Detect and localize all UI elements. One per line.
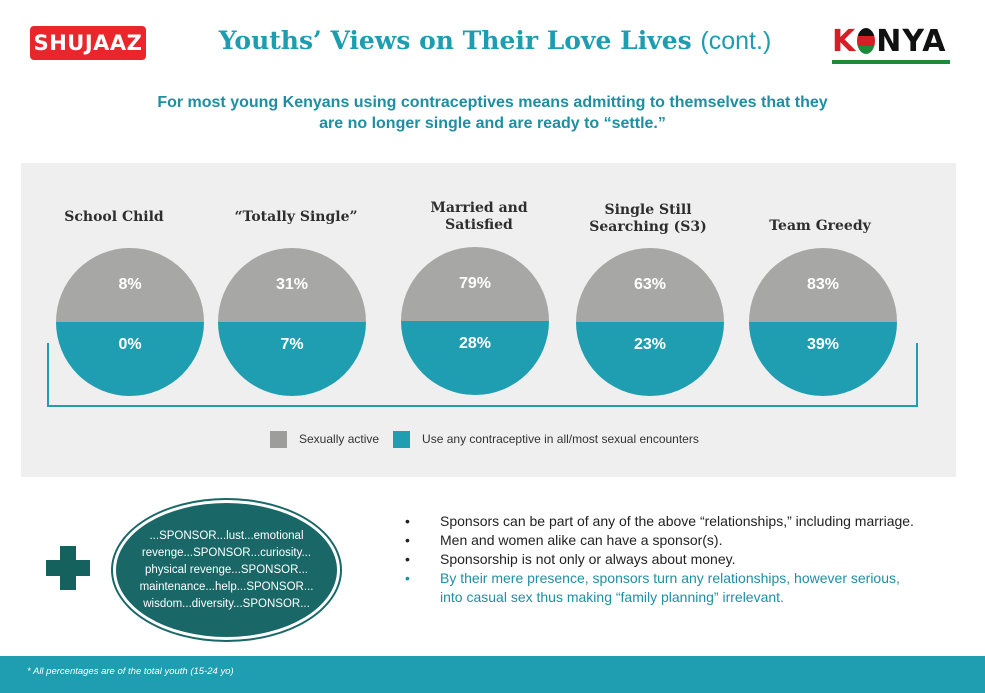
page-title-suffix: (cont.) bbox=[700, 27, 772, 55]
subtitle: For most young Kenyans using contracepti… bbox=[120, 92, 865, 134]
sexually-active-value: 63% bbox=[633, 276, 667, 293]
segment-circle-s3: 63% 23% bbox=[576, 248, 724, 396]
segment-label-married-satisfied: Married and Satisfied bbox=[430, 200, 528, 233]
segment-label-totally-single: “Totally Single” bbox=[234, 209, 358, 225]
contraceptive-value: 39% bbox=[806, 336, 840, 353]
bullet-dot: • bbox=[405, 570, 410, 586]
sexually-active-half bbox=[401, 247, 549, 321]
kenya-flag-bar bbox=[832, 60, 950, 64]
sponsor-bubble: ...SPONSOR...lust...emotional revenge...… bbox=[113, 500, 340, 640]
plus-icon bbox=[46, 546, 90, 590]
contraceptive-half bbox=[218, 322, 366, 396]
page-title-main: Youths’ Views on Their Love Lives bbox=[218, 26, 692, 55]
contraceptive-half bbox=[401, 321, 549, 395]
sexually-active-half bbox=[576, 248, 724, 322]
sexually-active-half bbox=[218, 248, 366, 322]
sexually-active-value: 79% bbox=[458, 275, 492, 292]
contraceptive-value: 23% bbox=[633, 336, 667, 353]
subtitle-line-2: are no longer single and are ready to “s… bbox=[319, 115, 666, 132]
contraceptive-value: 7% bbox=[280, 336, 304, 353]
sponsor-bullet-list: • Sponsors can be part of any of the abo… bbox=[405, 512, 965, 607]
contraceptive-value: 0% bbox=[118, 336, 142, 353]
footer-note: * All percentages are of the total youth… bbox=[27, 666, 234, 677]
bubble-line: ...SPONSOR...lust...emotional bbox=[149, 529, 304, 542]
segment-label-team-greedy: Team Greedy bbox=[769, 218, 871, 234]
bubble-line: physical revenge...SPONSOR... bbox=[145, 563, 308, 576]
bullet-item-highlight: • By their mere presence, sponsors turn … bbox=[405, 570, 900, 605]
bubble-line: wisdom...diversity...SPONSOR... bbox=[143, 597, 310, 610]
shujaaz-logo: SHUJAAZ bbox=[30, 26, 146, 60]
sexually-active-value: 31% bbox=[275, 276, 309, 293]
bullet-dot: • bbox=[405, 513, 410, 529]
sexually-active-value: 8% bbox=[118, 276, 142, 293]
legend-swatch-contraceptive bbox=[393, 430, 411, 448]
kenya-logo: K NYA bbox=[832, 22, 950, 64]
kenya-shield-icon bbox=[857, 28, 876, 54]
sexually-active-half bbox=[749, 248, 897, 322]
segment-label-s3: Single Still Searching (S3) bbox=[589, 202, 707, 235]
subtitle-line-1: For most young Kenyans using contracepti… bbox=[157, 94, 828, 111]
segment-circle-team-greedy: 83% 39% bbox=[749, 248, 897, 396]
bullet-item: • Sponsorship is not only or always abou… bbox=[405, 551, 736, 567]
contraceptive-half bbox=[576, 322, 724, 396]
contraceptive-value: 28% bbox=[458, 335, 492, 352]
shujaaz-logo-text: SHUJAAZ bbox=[33, 31, 143, 55]
bullet-item: • Men and women alike can have a sponsor… bbox=[405, 532, 723, 548]
bullet-dot: • bbox=[405, 551, 410, 567]
legend-label-sexually-active: Sexually active bbox=[299, 432, 380, 446]
bubble-line: revenge...SPONSOR...curiosity... bbox=[141, 546, 312, 559]
footer-bar: * All percentages are of the total youth… bbox=[0, 656, 985, 693]
bullet-item: • Sponsors can be part of any of the abo… bbox=[405, 513, 914, 529]
segment-circle-school-child: 8% 0% bbox=[56, 248, 204, 396]
contraceptive-half bbox=[749, 322, 897, 396]
page-title: Youths’ Views on Their Love Lives (cont.… bbox=[180, 26, 810, 56]
segment-circle-totally-single: 31% 7% bbox=[218, 248, 366, 396]
kenya-logo-text: K NYA bbox=[832, 24, 947, 59]
segment-circle-married-satisfied: 79% 28% bbox=[401, 247, 549, 395]
legend-label-contraceptive: Use any contraceptive in all/most sexual… bbox=[422, 432, 699, 446]
sexually-active-half bbox=[56, 248, 204, 322]
bubble-line: maintenance...help...SPONSOR... bbox=[139, 580, 314, 593]
legend: Sexually active Use any contraceptive in… bbox=[270, 430, 699, 448]
segment-label-school-child: School Child bbox=[64, 209, 164, 225]
segments-bracket bbox=[47, 343, 918, 407]
legend-swatch-sexually-active bbox=[270, 430, 287, 448]
sexually-active-value: 83% bbox=[806, 276, 840, 293]
contraceptive-half bbox=[56, 322, 204, 396]
bullet-dot: • bbox=[405, 532, 410, 548]
